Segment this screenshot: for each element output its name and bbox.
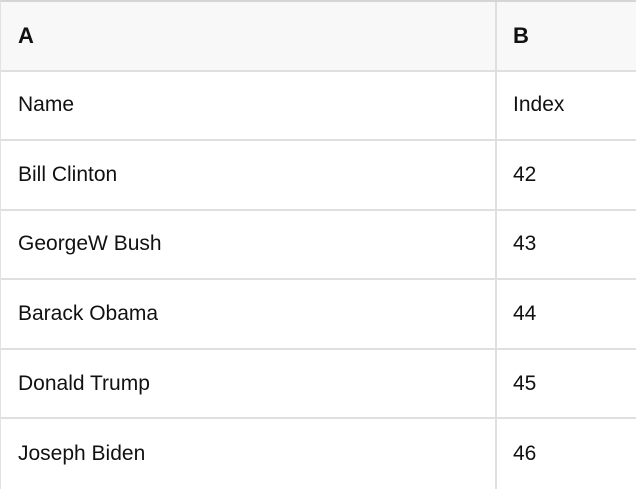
- cell-a4[interactable]: Barack Obama: [1, 280, 497, 350]
- column-header-a[interactable]: A: [1, 2, 497, 72]
- cell-a1[interactable]: Name: [1, 71, 497, 142]
- cell-b6[interactable]: 46: [497, 419, 636, 489]
- cell-b1[interactable]: Index: [497, 71, 636, 142]
- cell-a2[interactable]: Bill Clinton: [1, 141, 497, 211]
- cell-a3[interactable]: GeorgeW Bush: [1, 210, 497, 281]
- cell-b5[interactable]: 45: [497, 349, 636, 420]
- cell-a5[interactable]: Donald Trump: [1, 349, 497, 420]
- column-header-b[interactable]: B: [497, 2, 636, 72]
- cell-b4[interactable]: 44: [497, 280, 636, 350]
- cell-b3[interactable]: 43: [497, 210, 636, 281]
- cell-a6[interactable]: Joseph Biden: [1, 419, 497, 489]
- cell-b2[interactable]: 42: [497, 141, 636, 211]
